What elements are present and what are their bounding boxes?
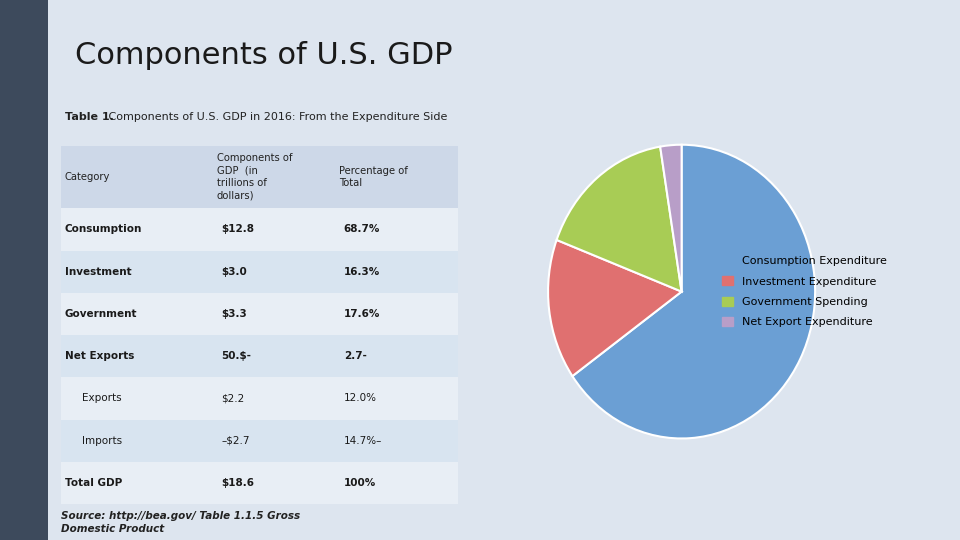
Text: $12.8: $12.8: [221, 225, 254, 234]
Bar: [60, 377, 458, 420]
Bar: [60, 146, 458, 208]
Text: $3.0: $3.0: [221, 267, 247, 276]
Text: Investment: Investment: [65, 267, 132, 276]
Wedge shape: [660, 145, 682, 292]
Wedge shape: [572, 145, 815, 438]
Text: 17.6%: 17.6%: [344, 309, 380, 319]
Text: Table 1.: Table 1.: [65, 112, 114, 122]
Text: 2.7-: 2.7-: [344, 351, 367, 361]
Text: $2.2: $2.2: [221, 394, 245, 403]
Text: Government: Government: [65, 309, 137, 319]
Legend: Consumption Expenditure, Investment Expenditure, Government Spending, Net Export: Consumption Expenditure, Investment Expe…: [719, 252, 890, 331]
Text: Components of
GDP  (in
trillions of
dollars): Components of GDP (in trillions of dolla…: [217, 153, 293, 200]
Text: Exports: Exports: [82, 394, 121, 403]
Text: Imports: Imports: [82, 436, 122, 446]
Bar: [60, 208, 458, 251]
Bar: [60, 293, 458, 335]
Wedge shape: [557, 147, 682, 292]
Wedge shape: [548, 240, 682, 376]
Text: 68.7%: 68.7%: [344, 225, 380, 234]
Text: Consumption: Consumption: [65, 225, 142, 234]
Text: 12.0%: 12.0%: [344, 394, 376, 403]
Text: Percentage of
Total: Percentage of Total: [340, 166, 408, 188]
Bar: [60, 146, 458, 504]
Text: 50.$-: 50.$-: [221, 351, 252, 361]
Text: 14.7%–: 14.7%–: [344, 436, 382, 446]
Text: Components of U.S. GDP: Components of U.S. GDP: [75, 41, 453, 70]
Bar: [60, 420, 458, 462]
Text: $3.3: $3.3: [221, 309, 247, 319]
Text: Category: Category: [65, 172, 110, 182]
Text: Source: http://bea.gov/ Table 1.1.5 Gross
Domestic Product: Source: http://bea.gov/ Table 1.1.5 Gros…: [60, 511, 300, 534]
Text: 16.3%: 16.3%: [344, 267, 380, 276]
Bar: [60, 251, 458, 293]
Text: Net Exports: Net Exports: [65, 351, 134, 361]
Bar: [60, 335, 458, 377]
Bar: [60, 462, 458, 504]
Text: Components of U.S. GDP in 2016: From the Expenditure Side: Components of U.S. GDP in 2016: From the…: [105, 112, 447, 122]
Text: –$2.7: –$2.7: [221, 436, 250, 446]
Text: Total GDP: Total GDP: [65, 478, 122, 488]
Text: 100%: 100%: [344, 478, 376, 488]
Text: $18.6: $18.6: [221, 478, 254, 488]
